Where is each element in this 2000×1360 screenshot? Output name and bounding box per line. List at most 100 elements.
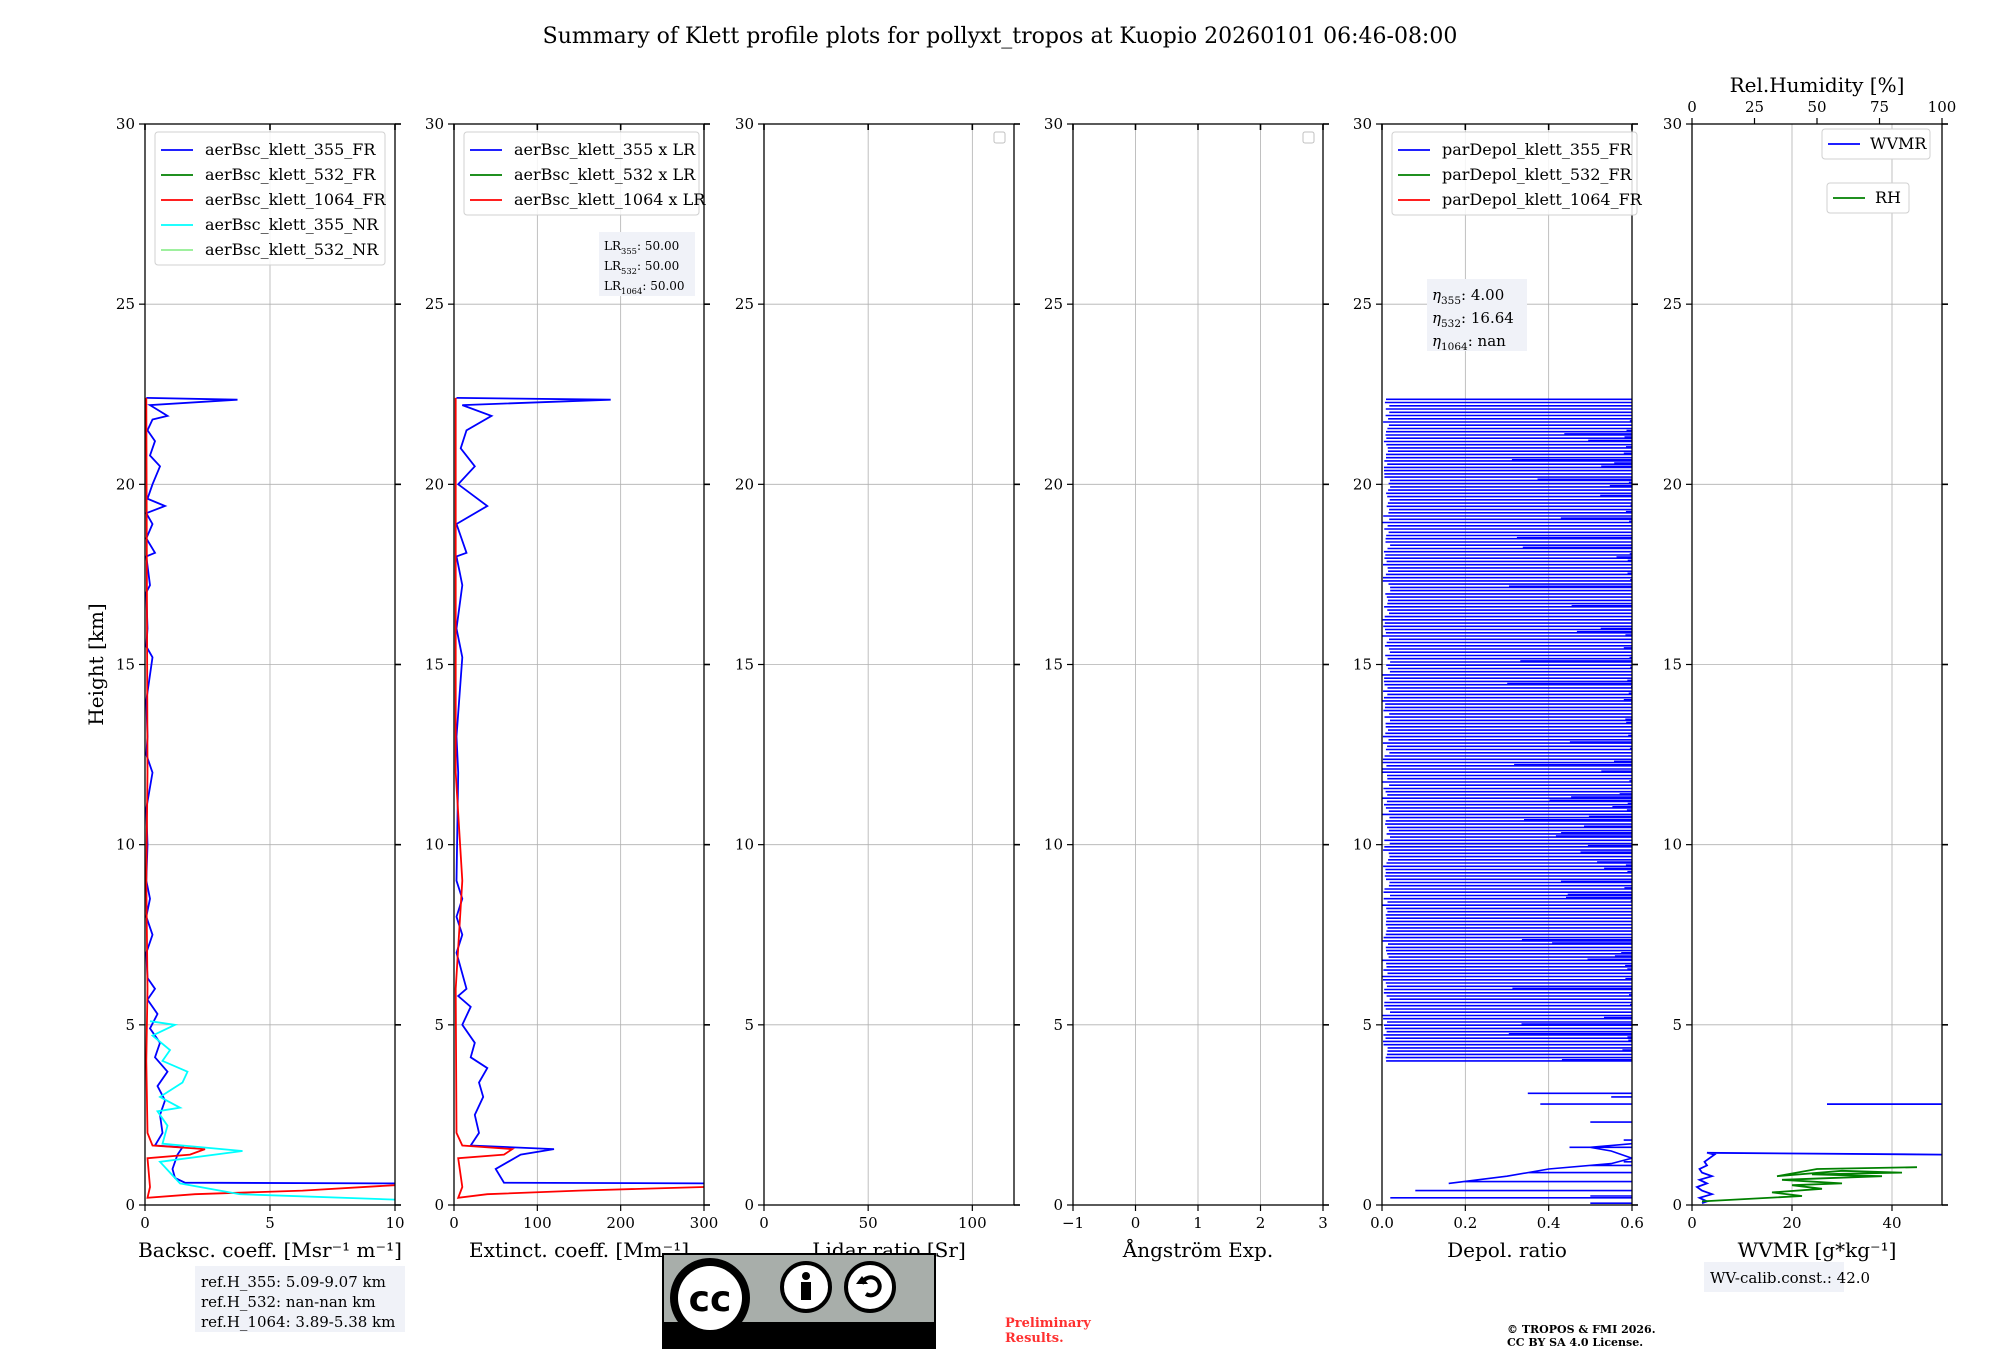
by-icon-body [801, 1282, 811, 1300]
top-x-tick-label: 75 [1870, 98, 1889, 116]
x-tick-label: 10 [385, 1214, 404, 1232]
y-tick-label: 0 [125, 1196, 135, 1214]
legend: aerBsc_klett_355_FR aerBsc_klett_532_FRae… [154, 131, 387, 266]
x-tick-label: 300 [690, 1214, 719, 1232]
y-tick-label: 30 [735, 115, 754, 133]
lidar-ratio-box-line: LR532: 50.00 [604, 259, 679, 276]
cc-by-sa-badge: cc BY SA [662, 1253, 936, 1349]
sa-icon [844, 1261, 896, 1313]
y-tick-label: 25 [425, 295, 444, 313]
preliminary-text-2: Results. [1005, 1331, 1064, 1346]
wv-calib-box: WV-calib.const.: 42.0 [1710, 1269, 1870, 1287]
legend-item: aerBsc_klett_355_NR [205, 215, 379, 234]
legend-item: aerBsc_klett_1064_FR [205, 190, 387, 209]
x-axis-label: WVMR [g*kg⁻¹] [1738, 1238, 1897, 1262]
x-tick-label: 5 [265, 1214, 275, 1232]
legend-frame [1391, 131, 1638, 216]
y-tick-label: 0 [434, 1196, 444, 1214]
ref-height-532: ref.H_532: nan-nan km [201, 1293, 376, 1311]
y-tick-label: 30 [1044, 115, 1063, 133]
y-tick-label: 15 [425, 656, 444, 674]
y-tick-label: 5 [744, 1016, 754, 1034]
x-tick-label: 100 [958, 1214, 987, 1232]
preliminary-text-1: Preliminary [1005, 1316, 1091, 1331]
y-tick-label: 30 [425, 115, 444, 133]
y-tick-label: 25 [1044, 295, 1063, 313]
data-layer [454, 397, 704, 1199]
y-tick-label: 15 [735, 656, 754, 674]
x-axis-label: Ångström Exp. [1122, 1237, 1273, 1262]
x-tick-label: 100 [523, 1214, 552, 1232]
eta-box-line: η532: 16.64 [1432, 309, 1514, 330]
figure-title: Summary of Klett profile plots for polly… [543, 24, 1458, 49]
x-tick-label: 50 [859, 1214, 878, 1232]
series-aerBsc_klett_1064 x LR [454, 397, 704, 1199]
legend-item: RH [1875, 188, 1901, 207]
y-axis-label: Height [km] [84, 603, 108, 725]
copyright-line-2: CC BY SA 4.0 License. [1507, 1336, 1643, 1349]
x-tick-label: 0.6 [1620, 1214, 1644, 1232]
series-parDepol_klett_355_FR [1382, 398, 1632, 1204]
panel-bsc: 0 5 10 0 5 10 15 20 25 30 Backsc. coeff. [Msr⁻¹ m⁻… [84, 115, 405, 1262]
legend-item: aerBsc_klett_355_FR [205, 140, 376, 159]
x-tick-label: 0 [1131, 1214, 1141, 1232]
x-axis-label: Extinct. coeff. [Mm⁻¹] [469, 1238, 689, 1262]
x-tick-label: 1 [1193, 1214, 1203, 1232]
x-tick-label: 0 [1687, 1214, 1697, 1232]
x-tick-label: 0.4 [1537, 1214, 1561, 1232]
x-tick-label: 0.0 [1370, 1214, 1394, 1232]
top-x-tick-label: 50 [1807, 98, 1826, 116]
y-tick-label: 5 [1362, 1016, 1372, 1034]
series-RH [1701, 1166, 1918, 1203]
legend-item: parDepol_klett_1064_FR [1442, 190, 1643, 209]
y-tick-label: 20 [116, 475, 135, 493]
series-aerBsc_klett_1064_FR [145, 397, 395, 1199]
legend: parDepol_klett_355_FR parDepol_klett_532_… [1391, 131, 1643, 216]
copyright-line-1: © TROPOS & FMI 2026. [1507, 1323, 1656, 1336]
ref-height-box-bg [195, 1266, 405, 1332]
legend-item: aerBsc_klett_532 x LR [514, 165, 696, 184]
lidar-ratio-box-bg [599, 232, 695, 296]
top-x-tick-label: 100 [1928, 98, 1957, 116]
sa-icon-arrowhead [856, 1276, 868, 1284]
lidar-ratio-box: LR355: 50.00 LR532: 50.00 LR1064: 50.00 [599, 232, 695, 296]
y-tick-label: 0 [1053, 1196, 1063, 1214]
badge-sa-label: SA [857, 1327, 885, 1348]
y-tick-label: 20 [735, 475, 754, 493]
y-tick-label: 30 [1353, 115, 1372, 133]
ref-height-box: ref.H_355: 5.09-9.07 km ref.H_532: nan-n… [195, 1266, 405, 1332]
legend-item: aerBsc_klett_532_FR [205, 165, 376, 184]
data-layer [145, 397, 395, 1201]
empty-legend [993, 131, 1006, 144]
y-tick-label: 10 [1353, 836, 1372, 854]
y-tick-label: 10 [1663, 836, 1682, 854]
legend-frame [154, 131, 386, 266]
y-tick-label: 20 [1044, 475, 1063, 493]
lidar-ratio-box-line: LR1064: 50.00 [604, 279, 685, 296]
y-tick-label: 25 [1663, 295, 1682, 313]
eta-box-line: η355: 4.00 [1432, 286, 1504, 307]
y-tick-label: 0 [1362, 1196, 1372, 1214]
lidar-ratio-box-line: LR355: 50.00 [604, 239, 679, 256]
ref-height-1064: ref.H_1064: 3.89-5.38 km [201, 1313, 395, 1331]
panel-ext: 0 100 200 300 0 5 10 15 20 25 30 Extinct. coeff. [M… [425, 115, 718, 1262]
y-tick-label: 25 [1353, 295, 1372, 313]
legend: aerBsc_klett_355 x LR aerBsc_klett_532 x … [463, 131, 706, 216]
y-tick-label: 25 [116, 295, 135, 313]
data-layer [1382, 398, 1632, 1204]
y-tick-label: 20 [1663, 475, 1682, 493]
y-tick-label: 5 [434, 1016, 444, 1034]
sa-icon-arrow [860, 1275, 882, 1298]
x-tick-label: 2 [1256, 1214, 1266, 1232]
eta-box-bg [1427, 279, 1527, 351]
legend-item: aerBsc_klett_355 x LR [514, 140, 696, 159]
x-tick-label: 200 [606, 1214, 635, 1232]
y-tick-label: 10 [116, 836, 135, 854]
series-aerBsc_klett_355_NR [149, 1020, 395, 1201]
y-tick-label: 15 [116, 656, 135, 674]
y-tick-label: 0 [744, 1196, 754, 1214]
series-WVMR [1695, 1151, 1942, 1205]
x-tick-label: 0 [449, 1214, 459, 1232]
